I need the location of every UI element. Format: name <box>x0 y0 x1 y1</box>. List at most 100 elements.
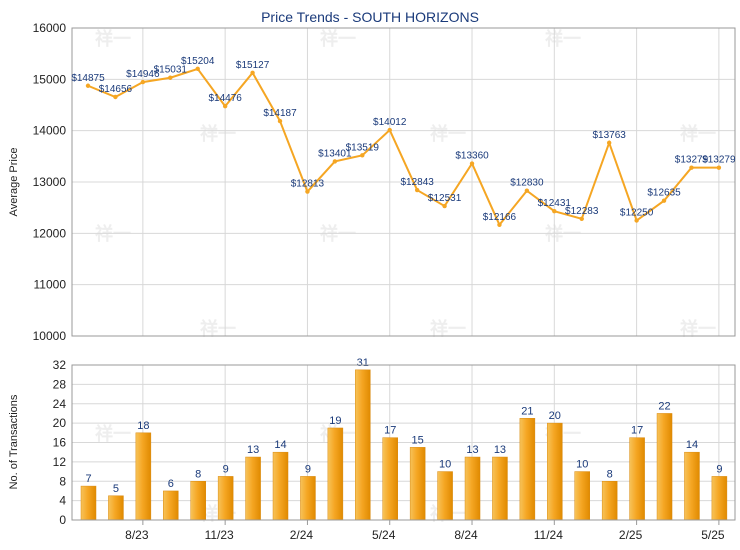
price-point <box>661 198 667 203</box>
transactions-bar-label: 9 <box>716 463 722 475</box>
price-point <box>524 188 530 193</box>
transactions-bar-label: 9 <box>223 463 229 475</box>
price-point <box>552 209 557 214</box>
transactions-bar <box>217 476 234 521</box>
price-point-label: $12166 <box>483 212 517 223</box>
price-point <box>277 118 283 124</box>
transactions-plot-frame <box>71 364 736 521</box>
transactions-bar <box>245 456 261 521</box>
price-point <box>85 83 91 88</box>
transactions-bar-label: 13 <box>494 444 506 456</box>
price-point <box>305 189 310 194</box>
price-point-label: $14875 <box>71 73 105 84</box>
transactions-bar <box>684 451 700 521</box>
transactions-bar <box>711 476 728 521</box>
transactions-bar-label: 19 <box>329 415 341 427</box>
price-point <box>250 70 255 76</box>
price-point-label: $15127 <box>236 60 270 71</box>
transactions-bar-label: 14 <box>686 439 698 451</box>
price-point <box>387 127 392 133</box>
transactions-y-tick-label: 20 <box>53 416 67 430</box>
price-y-ticks: 10000 11000 12000 13000 14000 15000 16000 <box>33 21 67 343</box>
watermark-text: 祥一 <box>320 28 356 49</box>
transactions-y-tick-label: 8 <box>59 474 66 488</box>
price-point <box>414 187 420 193</box>
transactions-y-axis-label: No. of Transactions <box>8 394 20 489</box>
transactions-y-tick-label: 4 <box>59 494 66 508</box>
watermark-text: 祥一 <box>680 123 716 144</box>
watermark-text: 祥一 <box>200 318 236 339</box>
price-y-tick-label: 13000 <box>33 175 67 189</box>
transactions-bar <box>437 471 453 521</box>
price-point-label: $12431 <box>538 198 572 209</box>
transactions-bar-label: 15 <box>412 434 424 446</box>
watermark-text: 祥一 <box>430 318 466 339</box>
price-y-tick-label: 10000 <box>33 329 67 343</box>
transactions-x-tick-label: 2/25 <box>619 528 643 542</box>
transactions-bar <box>355 369 371 521</box>
transactions-y-tick-label: 32 <box>53 358 67 372</box>
price-point-label: $14656 <box>99 84 133 95</box>
transactions-bar-label: 10 <box>576 459 588 471</box>
transactions-bar-label: 13 <box>466 444 478 456</box>
transactions-bar <box>519 418 536 521</box>
price-point <box>606 140 612 146</box>
price-line <box>87 67 719 227</box>
watermark-text: 祥一 <box>95 28 131 49</box>
transactions-bar-label: 8 <box>607 468 613 480</box>
price-point <box>168 75 173 80</box>
chart-title: Price Trends - SOUTH HORIZONS <box>261 9 479 25</box>
transactions-bar <box>656 413 673 521</box>
price-point <box>579 216 584 222</box>
transactions-bar <box>135 432 152 521</box>
transactions-bar-label: 6 <box>168 478 174 490</box>
price-y-tick-label: 15000 <box>33 72 67 86</box>
price-plot-frame <box>71 27 736 337</box>
watermark-layer: 祥一祥一祥一祥一祥一祥一祥一祥一祥一祥一祥一祥一祥一祥一祥一祥一祥一 <box>95 28 716 524</box>
price-point-label: $13360 <box>455 151 489 162</box>
price-point-label: $12283 <box>565 206 599 217</box>
watermark-text: 祥一 <box>545 28 581 49</box>
transactions-bar-label: 20 <box>549 410 561 422</box>
transactions-y-tick-label: 24 <box>53 397 67 411</box>
transactions-x-tick-label: 5/25 <box>701 528 725 542</box>
transactions-bar-label: 21 <box>521 405 533 417</box>
price-point-label: $13279 <box>675 155 709 166</box>
transactions-y-ticks: 0 4 8 12 16 20 24 28 32 <box>53 358 67 527</box>
transactions-bar <box>108 495 124 521</box>
price-point-label: $13763 <box>592 130 626 141</box>
price-point <box>360 153 365 158</box>
transactions-bar-label: 17 <box>384 425 396 437</box>
price-point <box>442 203 447 209</box>
price-point <box>332 159 338 164</box>
watermark-text: 祥一 <box>680 318 716 339</box>
transactions-x-tick-label: 2/24 <box>290 528 314 542</box>
price-point <box>140 79 146 85</box>
price-point-label: $12843 <box>400 177 434 188</box>
transactions-bar <box>80 485 97 521</box>
transactions-bar <box>382 437 398 521</box>
transactions-x-tick-label: 11/24 <box>534 528 563 542</box>
price-y-tick-label: 11000 <box>34 278 67 292</box>
price-point <box>113 94 118 100</box>
price-point <box>634 218 639 223</box>
price-point-label: $13279 <box>702 155 736 166</box>
price-point <box>716 165 722 170</box>
price-point-label: $13519 <box>346 142 380 153</box>
transactions-bar <box>629 437 645 521</box>
transactions-bar-label: 9 <box>305 463 311 475</box>
transactions-bar <box>409 447 426 521</box>
price-point <box>195 66 200 72</box>
transactions-bar <box>601 481 618 521</box>
price-point <box>689 165 694 170</box>
price-point-label: $14946 <box>126 69 160 80</box>
transactions-bar-label: 10 <box>439 459 451 471</box>
price-point <box>222 104 228 109</box>
price-point-label: $14476 <box>208 93 242 104</box>
transactions-x-tick-label: 11/23 <box>205 528 234 542</box>
price-point-label: $12635 <box>647 188 681 199</box>
price-point <box>497 222 502 228</box>
transactions-bar-label: 17 <box>631 425 643 437</box>
transactions-x-tick-label: 5/24 <box>372 528 396 542</box>
